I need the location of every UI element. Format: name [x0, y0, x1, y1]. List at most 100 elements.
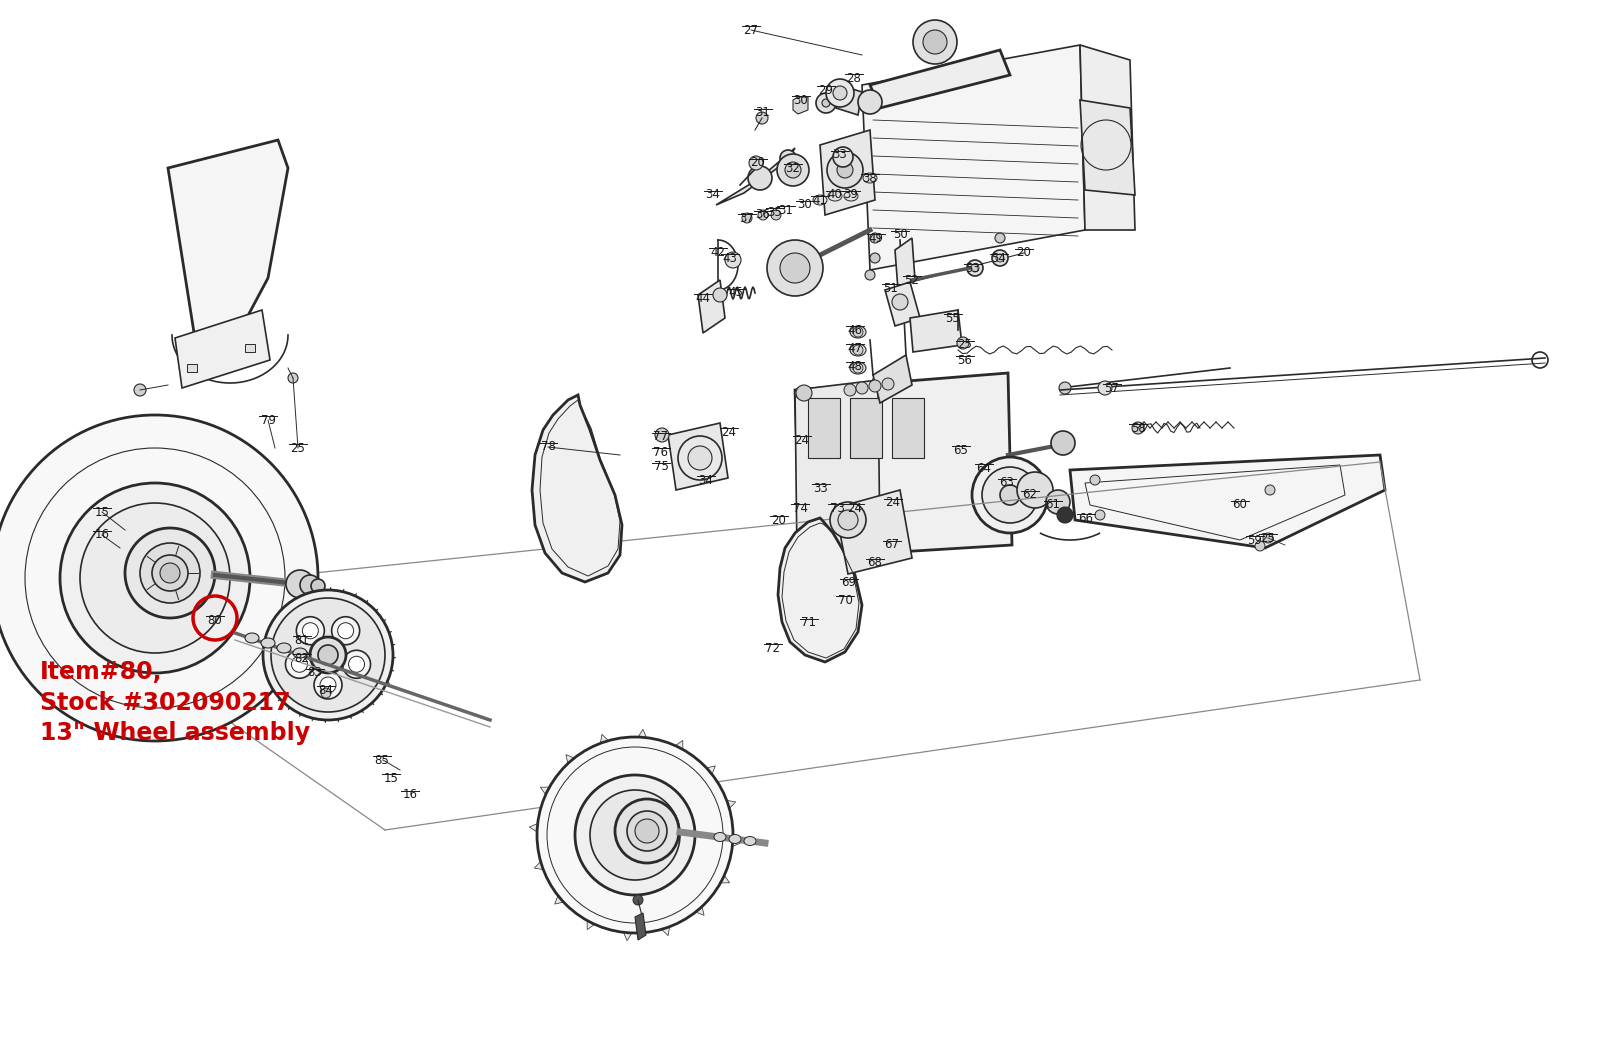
Text: 20: 20 — [1016, 246, 1032, 260]
Text: 57: 57 — [1104, 381, 1120, 395]
Text: 79: 79 — [261, 414, 275, 426]
Circle shape — [331, 617, 360, 645]
Text: 62: 62 — [1022, 489, 1037, 502]
Polygon shape — [261, 650, 270, 655]
Text: 20: 20 — [771, 513, 787, 527]
Circle shape — [301, 575, 320, 595]
Circle shape — [795, 539, 806, 551]
Circle shape — [830, 502, 866, 538]
Polygon shape — [14, 644, 53, 683]
Polygon shape — [0, 600, 30, 633]
Circle shape — [286, 570, 314, 598]
Circle shape — [714, 288, 726, 302]
Circle shape — [262, 591, 394, 720]
Circle shape — [957, 337, 970, 349]
Circle shape — [635, 819, 659, 843]
Polygon shape — [726, 836, 741, 849]
Circle shape — [296, 617, 325, 645]
Text: 35: 35 — [768, 205, 782, 219]
Circle shape — [758, 210, 768, 220]
Polygon shape — [293, 597, 301, 607]
Polygon shape — [280, 522, 315, 556]
Circle shape — [826, 79, 854, 107]
Text: 65: 65 — [954, 444, 968, 456]
Polygon shape — [690, 900, 704, 915]
Text: 72: 72 — [765, 642, 781, 654]
Circle shape — [349, 656, 365, 672]
Circle shape — [795, 387, 806, 399]
Circle shape — [342, 650, 371, 678]
Circle shape — [1266, 485, 1275, 495]
Polygon shape — [282, 605, 291, 615]
Circle shape — [766, 240, 822, 296]
Ellipse shape — [850, 326, 866, 338]
Circle shape — [834, 147, 853, 168]
Text: 74: 74 — [792, 502, 808, 514]
Polygon shape — [317, 587, 322, 599]
Polygon shape — [715, 871, 730, 883]
Polygon shape — [258, 474, 296, 512]
Circle shape — [80, 503, 230, 653]
Ellipse shape — [714, 832, 726, 842]
Circle shape — [757, 112, 768, 124]
Text: 64: 64 — [976, 462, 992, 474]
Polygon shape — [555, 890, 570, 905]
Text: 66: 66 — [1078, 512, 1093, 525]
Text: 53: 53 — [966, 262, 981, 274]
Text: 70: 70 — [837, 594, 853, 606]
Polygon shape — [795, 373, 1013, 558]
Text: 63: 63 — [1000, 476, 1014, 490]
Polygon shape — [328, 587, 333, 598]
Text: 37: 37 — [739, 211, 755, 224]
Text: 42: 42 — [710, 245, 725, 259]
Text: 76: 76 — [653, 446, 669, 459]
Polygon shape — [262, 639, 274, 644]
Circle shape — [866, 270, 875, 280]
Circle shape — [816, 93, 835, 113]
Polygon shape — [355, 703, 363, 713]
Polygon shape — [635, 730, 650, 743]
Circle shape — [1254, 541, 1266, 551]
Circle shape — [853, 346, 862, 355]
Polygon shape — [531, 395, 622, 582]
Circle shape — [152, 555, 189, 591]
Circle shape — [0, 415, 318, 741]
Text: 68: 68 — [867, 557, 883, 570]
Text: 28: 28 — [846, 71, 861, 85]
Bar — [893, 398, 925, 458]
Polygon shape — [381, 631, 392, 638]
Polygon shape — [894, 238, 915, 290]
Polygon shape — [870, 50, 1010, 108]
Circle shape — [856, 382, 867, 394]
Polygon shape — [168, 140, 288, 358]
Ellipse shape — [730, 834, 741, 844]
Circle shape — [338, 623, 354, 639]
Circle shape — [318, 645, 338, 665]
Circle shape — [838, 510, 858, 530]
Circle shape — [310, 579, 325, 593]
Circle shape — [966, 260, 982, 276]
Circle shape — [285, 650, 314, 678]
Circle shape — [160, 563, 179, 583]
Ellipse shape — [813, 195, 827, 205]
Ellipse shape — [261, 638, 275, 648]
Circle shape — [853, 363, 862, 373]
Circle shape — [778, 154, 810, 186]
Polygon shape — [360, 600, 368, 610]
Text: 30: 30 — [798, 199, 813, 211]
Circle shape — [654, 428, 669, 442]
Ellipse shape — [850, 344, 866, 356]
Ellipse shape — [744, 837, 757, 846]
Polygon shape — [670, 740, 683, 755]
Text: 38: 38 — [862, 172, 877, 184]
Polygon shape — [386, 655, 395, 660]
Circle shape — [314, 671, 342, 699]
Circle shape — [749, 156, 763, 170]
Circle shape — [1018, 472, 1053, 508]
Text: 41: 41 — [813, 194, 827, 206]
Ellipse shape — [293, 648, 307, 658]
Text: 27: 27 — [744, 23, 758, 37]
Circle shape — [992, 250, 1008, 266]
Text: 84: 84 — [318, 684, 333, 696]
Polygon shape — [174, 310, 270, 388]
